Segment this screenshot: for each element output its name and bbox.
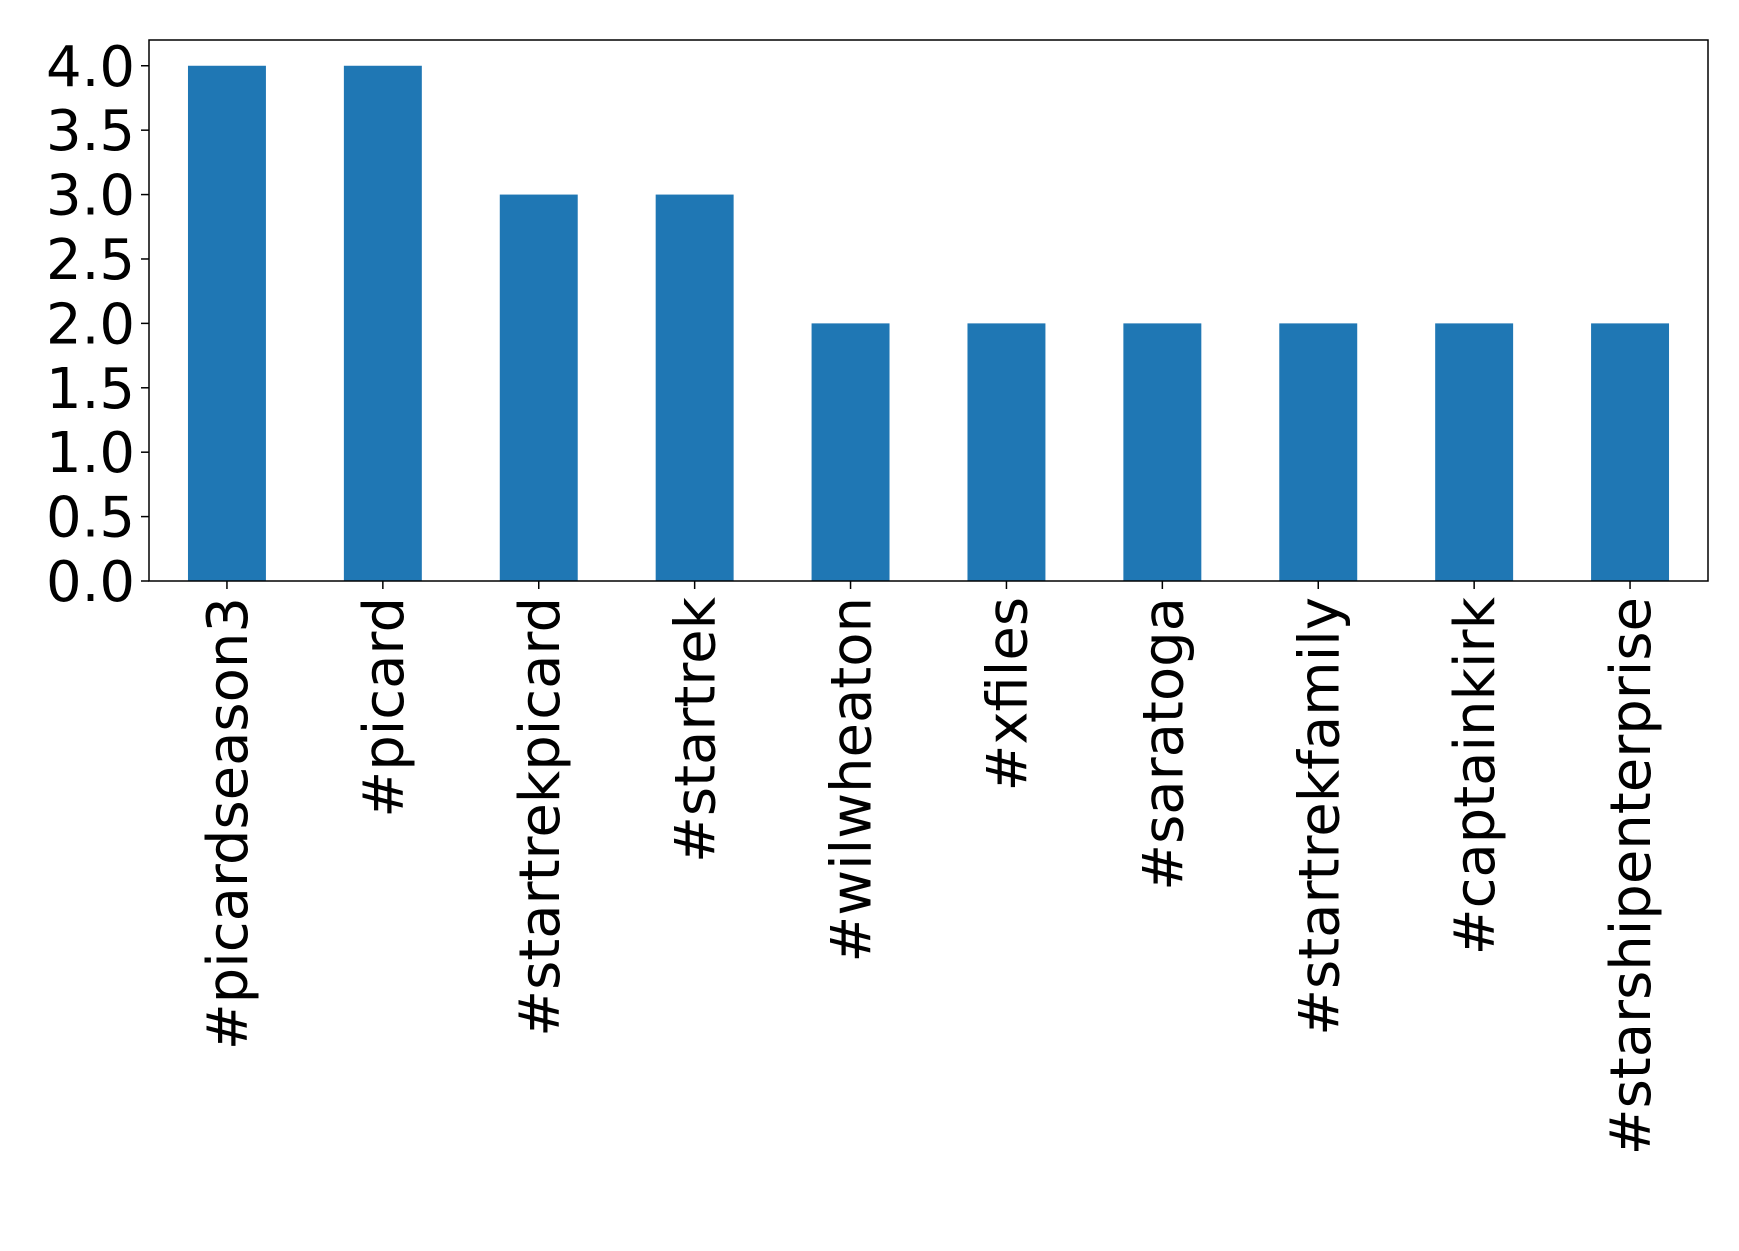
- bar: [967, 323, 1046, 581]
- bar: [811, 323, 890, 581]
- bar: [655, 194, 734, 582]
- bar: [1591, 323, 1670, 581]
- y-tick-label: 2.0: [46, 292, 135, 357]
- x-tick-label: #startrekpicard: [508, 597, 573, 1037]
- x-tick-label: #startrekfamily: [1287, 597, 1352, 1036]
- y-tick-label: 3.5: [46, 99, 135, 164]
- x-tick-label: #startrek: [664, 596, 729, 863]
- x-tick-label: #starshipenterprise: [1599, 597, 1664, 1155]
- x-tick-label: #wilwheaton: [820, 597, 885, 963]
- y-tick-label: 0.0: [46, 550, 135, 615]
- y-tick-label: 4.0: [46, 35, 135, 100]
- y-tick-label: 1.5: [46, 357, 135, 422]
- plot-frame: [148, 39, 1709, 582]
- y-tick-label: 0.5: [46, 486, 135, 551]
- y-tick-label: 3.0: [46, 164, 135, 229]
- bar: [343, 65, 422, 581]
- x-tick-label: #saratoga: [1131, 597, 1196, 891]
- y-tick-label: 1.0: [46, 421, 135, 486]
- bar: [1279, 323, 1358, 581]
- bar: [499, 194, 578, 582]
- x-tick-label: #xfiles: [975, 597, 1040, 792]
- y-tick-label: 2.5: [46, 228, 135, 293]
- x-tick-label: #captainkirk: [1443, 596, 1508, 955]
- x-tick-label: #picardseason3: [196, 597, 261, 1050]
- x-tick-label: #picard: [352, 597, 417, 818]
- bar: [1435, 323, 1514, 581]
- bar: [187, 65, 266, 581]
- bar: [1123, 323, 1202, 581]
